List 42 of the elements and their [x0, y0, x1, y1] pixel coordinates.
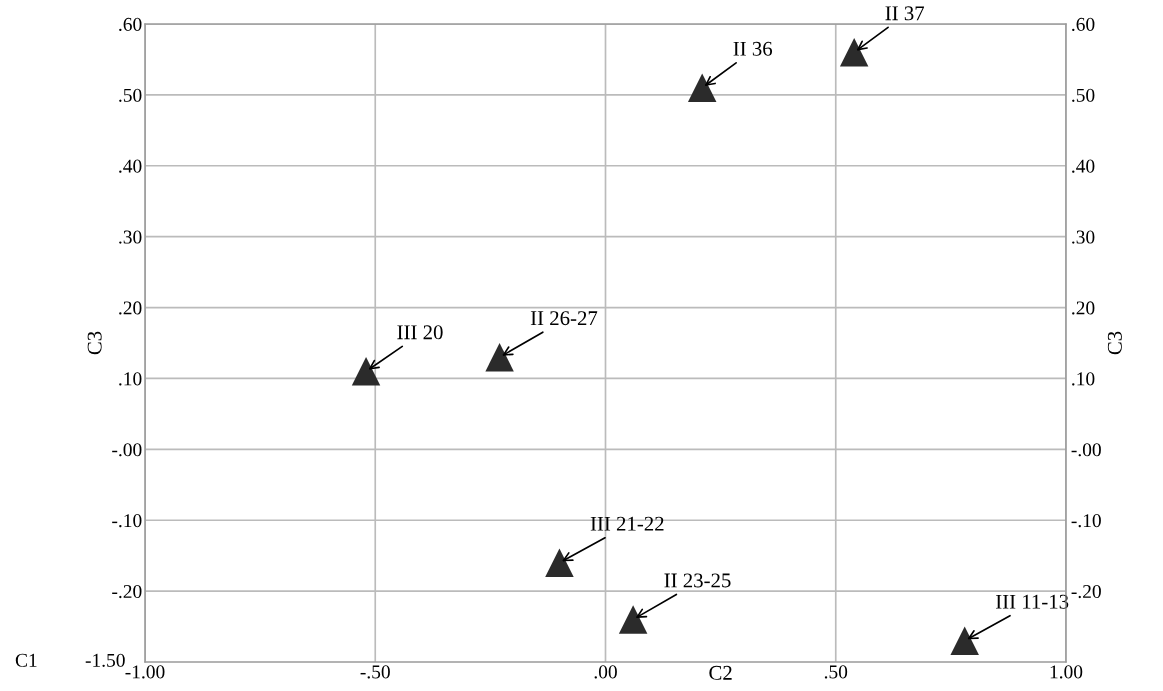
point [351, 357, 381, 386]
y-tick-label: -.20 [112, 584, 142, 599]
y2-tick-label: .20 [1072, 301, 1095, 315]
y2-tick-label: .50 [1072, 88, 1095, 102]
annotation: III 20 [397, 325, 443, 340]
y2-tick-label: -.10 [1071, 514, 1101, 528]
y2-tick-label: -.00 [1071, 443, 1101, 457]
y-tick-label: .30 [119, 230, 142, 244]
annotation: II 26-27 [530, 311, 598, 326]
y-tick-label: .60 [119, 17, 142, 32]
y-tick-label: .40 [119, 159, 142, 173]
y2-tick-label: .30 [1072, 230, 1095, 244]
y-axis-title: C3 [87, 331, 102, 355]
x-tick-label: .00 [594, 665, 617, 679]
text: C1 [15, 653, 37, 667]
y2-tick-label: .60 [1072, 17, 1095, 32]
y2-axis-title: C3 [1107, 331, 1122, 355]
annotation: III 11-13 [996, 594, 1069, 609]
y-tick-label: -.00 [112, 443, 142, 457]
annotation: II 23-25 [664, 573, 731, 588]
y-tick-label: .50 [119, 88, 142, 102]
y-tick-label: -.10 [112, 514, 142, 528]
x-tick-label: -1.00 [125, 665, 165, 679]
x-tick-label: .50 [824, 665, 848, 679]
x-tick-label: -.50 [360, 665, 390, 679]
point [839, 38, 869, 67]
y-tick-label: .10 [119, 372, 142, 386]
point [618, 605, 648, 634]
point [950, 626, 979, 655]
text: -1.50 [85, 653, 125, 667]
point [545, 548, 574, 577]
y2-tick-label: .40 [1072, 159, 1095, 173]
annotation: III 21-22 [590, 516, 664, 531]
y2-tick-label: .10 [1072, 372, 1095, 386]
annotation: II 36 [733, 41, 773, 56]
y2-tick-label: -.20 [1071, 584, 1101, 599]
x-tick-label: 1.00 [1050, 665, 1083, 679]
y-tick-label: .20 [119, 301, 142, 315]
x-axis-title: C2 [709, 665, 732, 680]
annotation: II 37 [885, 6, 925, 21]
point [687, 73, 717, 103]
point [485, 342, 514, 372]
